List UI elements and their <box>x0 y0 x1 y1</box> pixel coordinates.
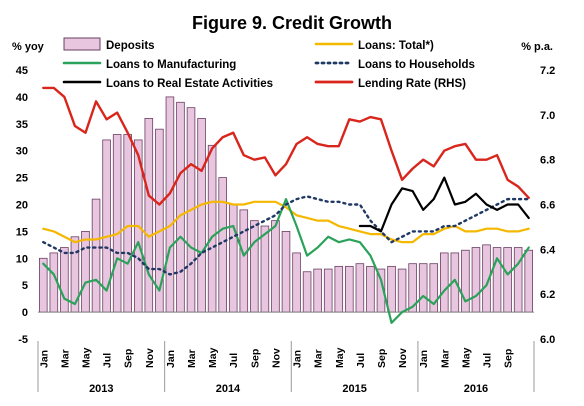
month-label: Sep <box>249 349 261 368</box>
deposits-bar <box>302 271 312 313</box>
month-label: May <box>80 347 92 368</box>
left-tick-label: 5 <box>22 280 28 292</box>
axes: -5 0 5 10 15 20 25 30 35 40 45 6.0 6.2 6.4 6.6 6.8 7.0 7.… <box>16 65 556 395</box>
left-tick-label: 0 <box>22 307 28 319</box>
month-label: Jan <box>418 350 430 368</box>
month-label: Nov <box>270 348 282 368</box>
left-tick-label: 20 <box>16 200 28 212</box>
month-label: Sep <box>503 349 515 368</box>
legend-label: Loans: Total*) <box>358 40 434 52</box>
right-tick-label: 7.0 <box>540 110 555 122</box>
deposits-bar <box>91 198 101 313</box>
year-label: 2013 <box>89 383 113 395</box>
deposits-bar <box>112 134 122 313</box>
deposits-bar <box>176 101 185 313</box>
legend-label: Loans to Manufacturing <box>106 59 236 71</box>
deposits-bar <box>524 249 533 313</box>
series-line-loans-to-real-estate-activities <box>358 176 530 233</box>
deposits-bar <box>292 252 301 313</box>
month-label: Mar <box>59 349 71 368</box>
deposits-bar <box>144 118 154 313</box>
series-line-loans-total <box>42 200 530 244</box>
month-label: Mar <box>186 349 198 368</box>
right-tick-label: 6.2 <box>540 289 555 301</box>
deposits-bar <box>197 118 206 313</box>
right-tick-label: 7.2 <box>540 65 555 77</box>
year-label: 2014 <box>216 383 241 395</box>
deposits-bar <box>207 144 217 313</box>
month-label: May <box>207 347 219 368</box>
deposits-bar <box>228 204 238 313</box>
legend-label: Loans to Real Estate Activities <box>106 78 273 90</box>
right-tick-label: 6.8 <box>540 155 555 167</box>
month-label: Mar <box>439 349 451 368</box>
month-label: Jul <box>102 353 114 368</box>
deposits-bar <box>387 265 396 313</box>
left-tick-label: 45 <box>16 65 28 77</box>
deposits-bar <box>260 225 270 313</box>
series-line-lending-rate-rhs <box>42 86 530 206</box>
month-label: Jan <box>292 350 304 368</box>
series-line-loans-to-households <box>42 195 530 276</box>
legend: Deposits Loans: Total*) Loans to Manufactu… <box>62 37 475 90</box>
left-tick-label: -5 <box>18 334 28 346</box>
legend-swatch-deposits <box>63 37 101 51</box>
deposits-bar <box>355 263 365 313</box>
legend-label: Loans to Households <box>358 59 475 71</box>
deposits-bar <box>239 209 249 313</box>
deposits-bar <box>503 247 512 313</box>
deposits-bar <box>81 230 90 313</box>
legend-label: Deposits <box>106 40 155 52</box>
deposits-bar <box>60 247 69 313</box>
deposits-bar <box>461 249 470 313</box>
deposits-bar <box>323 268 333 313</box>
left-axis-unit: % yoy <box>12 41 45 53</box>
deposits-bar <box>366 265 375 313</box>
deposits-bar <box>345 265 354 313</box>
left-tick-label: 30 <box>16 146 28 158</box>
left-tick-label: 40 <box>16 92 28 104</box>
month-label: Sep <box>376 349 388 368</box>
month-label: Jan <box>165 350 177 368</box>
left-tick-label: 35 <box>16 119 28 131</box>
month-label: Jul <box>355 353 367 368</box>
month-label: Jan <box>38 350 50 368</box>
month-label: Nov <box>397 348 409 368</box>
deposits-bars <box>39 96 533 313</box>
deposits-bar <box>418 263 428 313</box>
deposits-bar <box>471 247 481 313</box>
right-tick-label: 6.0 <box>540 334 555 346</box>
month-label: Mar <box>313 349 325 368</box>
right-axis-unit: % p.a. <box>521 41 553 53</box>
deposits-bar <box>334 265 344 313</box>
year-label: 2016 <box>464 383 488 395</box>
legend-label: Lending Rate (RHS) <box>358 78 466 90</box>
deposits-bar <box>250 220 259 313</box>
left-tick-label: 25 <box>16 173 28 185</box>
left-tick-label: 10 <box>16 253 28 265</box>
month-label: May <box>334 347 346 368</box>
month-label: Jul <box>228 353 240 368</box>
deposits-bar <box>397 268 407 313</box>
deposits-bar <box>440 252 449 313</box>
month-label: Nov <box>144 348 156 368</box>
year-label: 2015 <box>342 383 366 395</box>
right-tick-label: 6.6 <box>540 200 555 212</box>
right-tick-label: 6.4 <box>540 244 556 256</box>
month-label: Sep <box>123 349 135 368</box>
month-label: Jul <box>482 353 494 368</box>
left-tick-label: 15 <box>16 226 28 238</box>
series-line-loans-to-manufacturing <box>42 198 530 324</box>
series-lines <box>42 86 530 324</box>
deposits-bar <box>271 220 280 313</box>
month-label: May <box>460 347 472 368</box>
deposits-bar <box>313 268 322 313</box>
deposits-bar <box>165 96 175 313</box>
chart-title: Figure 9. Credit Growth <box>192 13 392 33</box>
deposits-bar <box>123 134 132 313</box>
deposits-bar <box>281 230 291 313</box>
deposits-bar <box>513 247 523 313</box>
